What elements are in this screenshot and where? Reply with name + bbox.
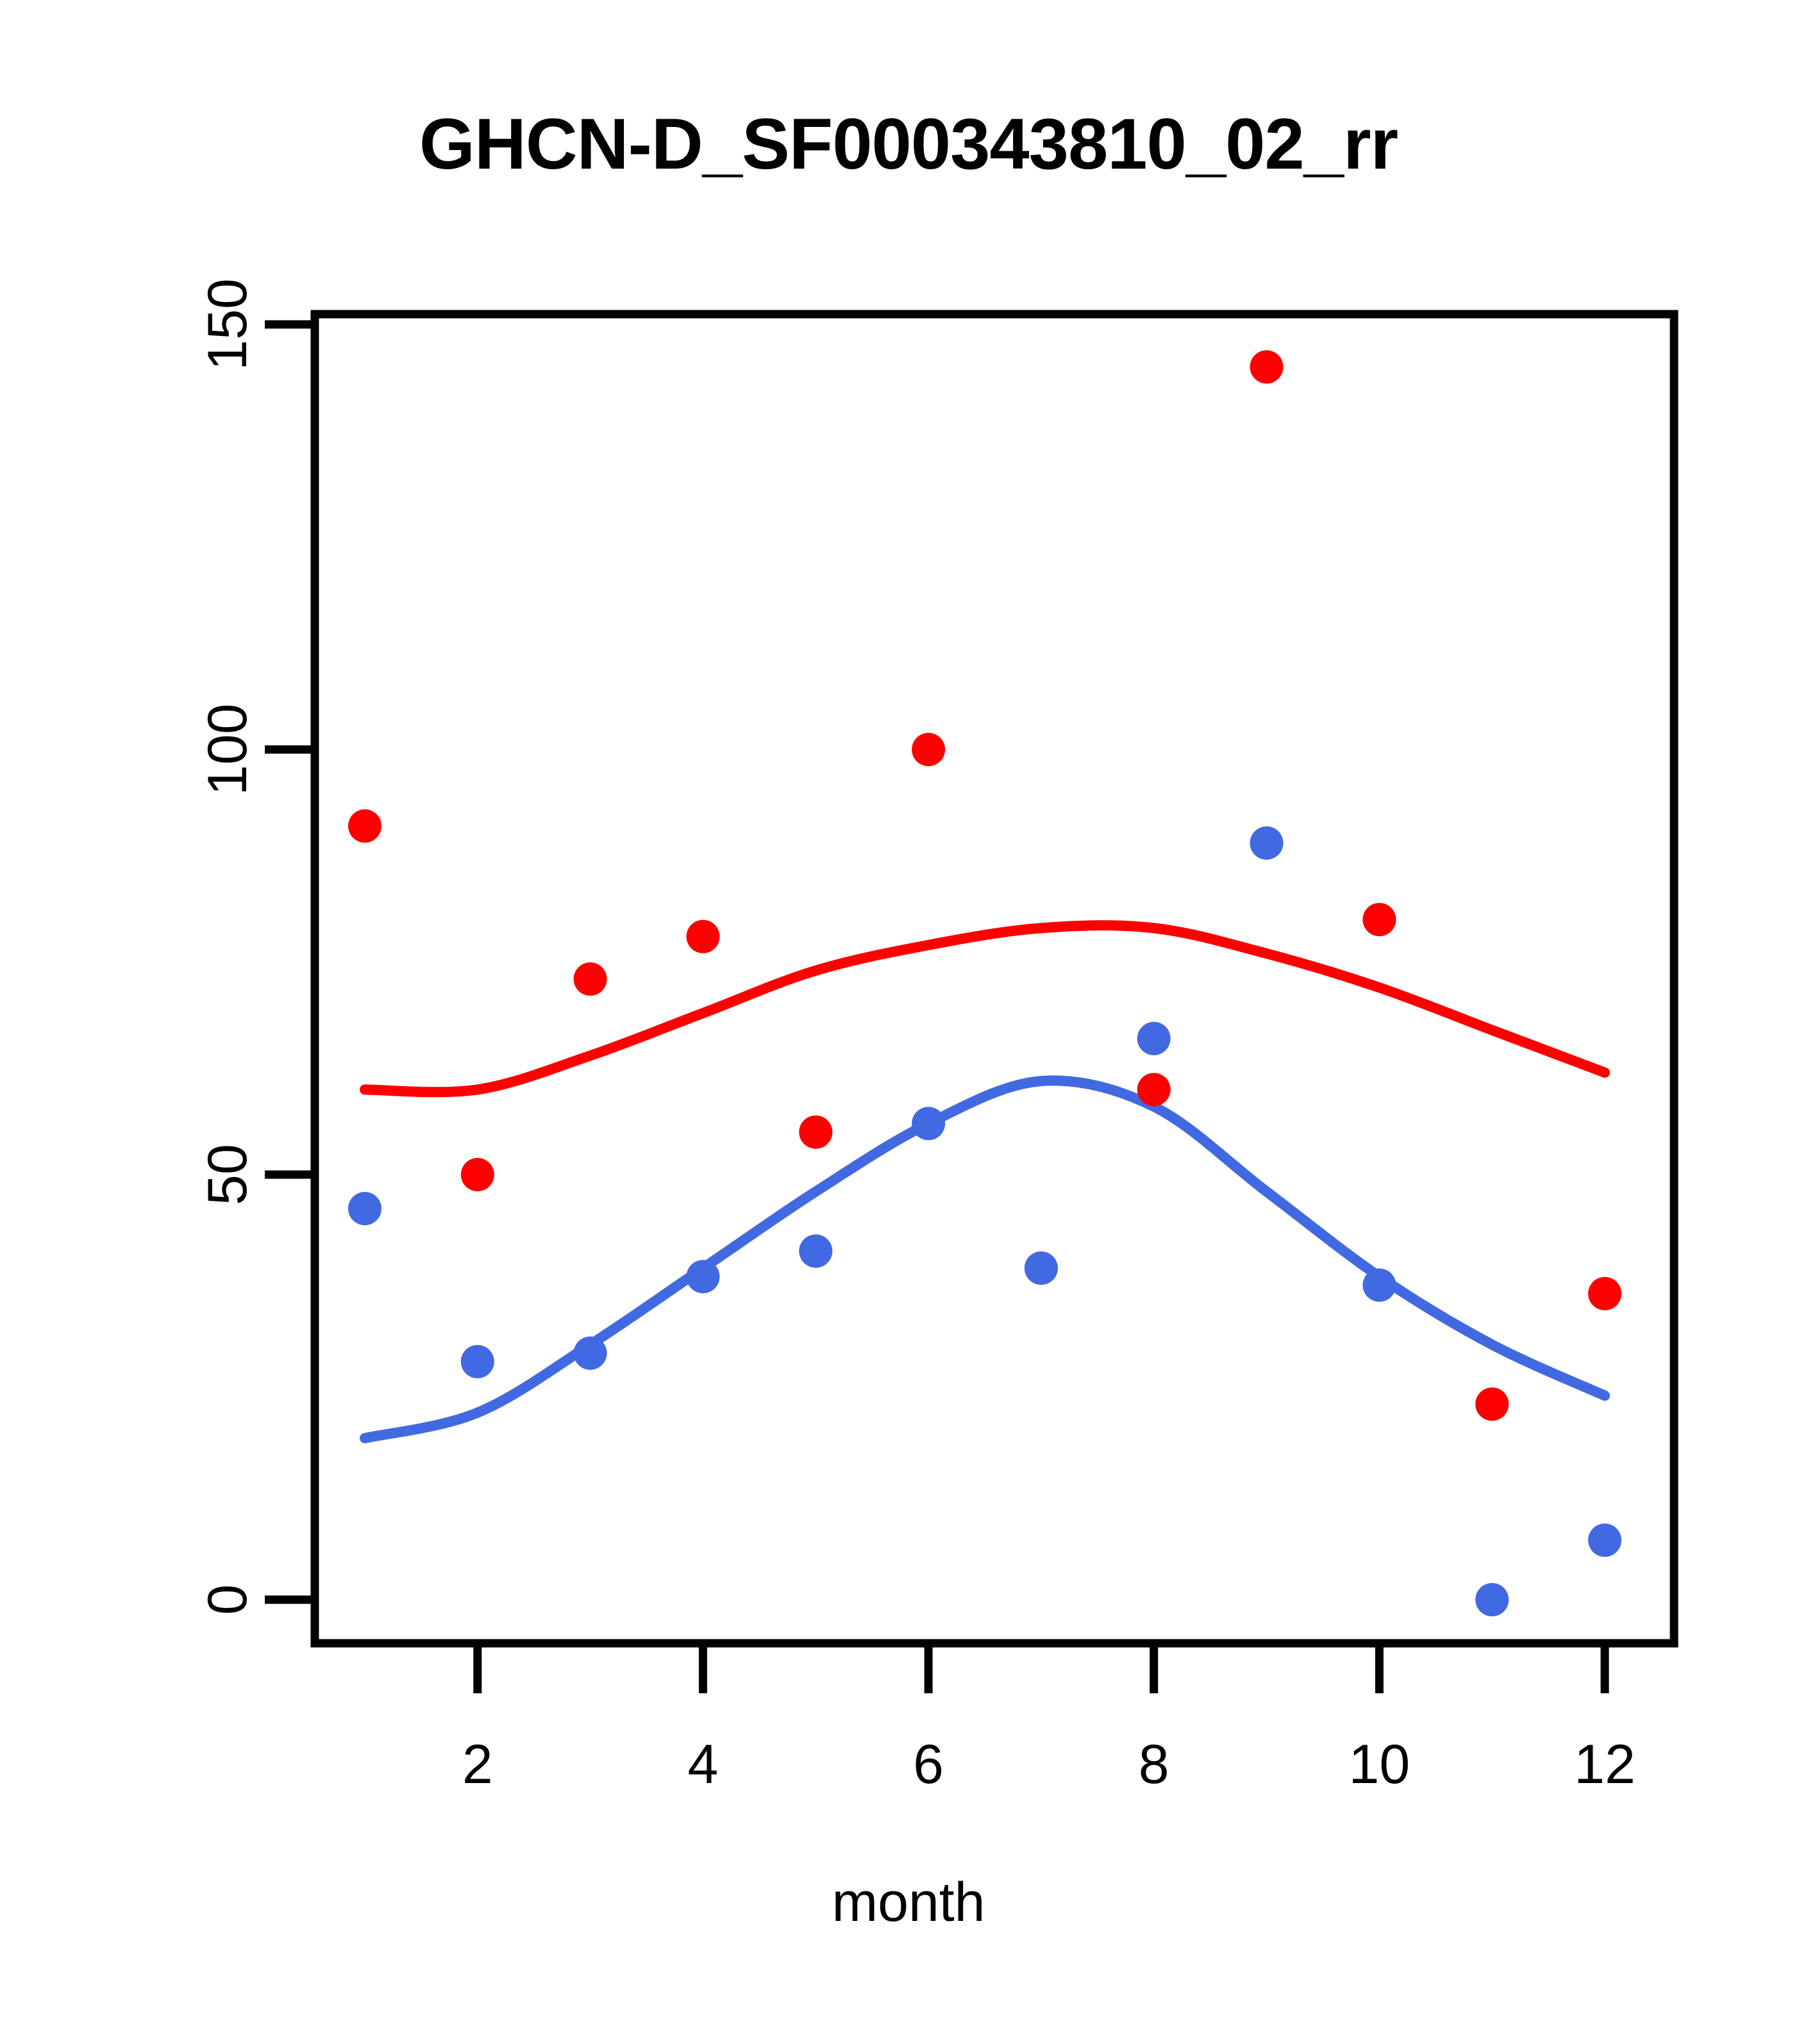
data-point	[1250, 350, 1284, 384]
data-point	[573, 962, 607, 996]
data-point	[573, 1336, 607, 1370]
data-point	[1250, 826, 1284, 860]
data-point	[460, 1158, 494, 1191]
x-axis-tick-label: 12	[1574, 1734, 1636, 1795]
data-point	[686, 1260, 720, 1294]
red-smooth-line	[360, 920, 1610, 1098]
y-axis-tick-label: 0	[197, 1584, 258, 1615]
plot-frame	[310, 310, 1679, 1648]
page-title: GHCN-D_SF000343810_02_rr	[419, 104, 1398, 184]
data-point	[460, 1345, 494, 1378]
y-axis-ticks	[265, 320, 315, 1604]
x-axis-tick-label: 4	[687, 1734, 719, 1795]
y-axis-tick-label: 150	[197, 278, 258, 371]
y-axis-tick-label: 50	[197, 1144, 258, 1205]
x-axis-tick-label: 6	[913, 1734, 944, 1795]
data-point	[1475, 1387, 1509, 1421]
data-point	[1588, 1277, 1621, 1311]
x-axis-ticks	[473, 1643, 1609, 1693]
data-point	[912, 733, 946, 766]
data-point	[799, 1115, 833, 1149]
data-point	[1137, 1021, 1171, 1055]
x-axis-label: month	[832, 1872, 985, 1933]
data-point	[1024, 1251, 1058, 1285]
trend-lines	[360, 920, 1610, 1444]
x-axis-tick-label: 10	[1348, 1734, 1411, 1795]
data-point	[348, 1192, 381, 1225]
data-point	[1362, 1268, 1396, 1302]
data-point	[686, 919, 720, 953]
x-axis-tick-label: 2	[462, 1734, 493, 1795]
data-point	[1588, 1523, 1621, 1557]
data-point	[1137, 1073, 1171, 1107]
data-points	[348, 350, 1621, 1616]
data-point	[1362, 903, 1396, 937]
data-point	[1475, 1583, 1509, 1616]
x-axis-tick-label: 8	[1138, 1734, 1169, 1795]
data-point	[912, 1107, 946, 1141]
data-point	[348, 809, 381, 843]
y-axis-tick-label: 100	[197, 703, 258, 796]
blue-smooth-line	[360, 1075, 1610, 1444]
data-point	[799, 1234, 833, 1268]
